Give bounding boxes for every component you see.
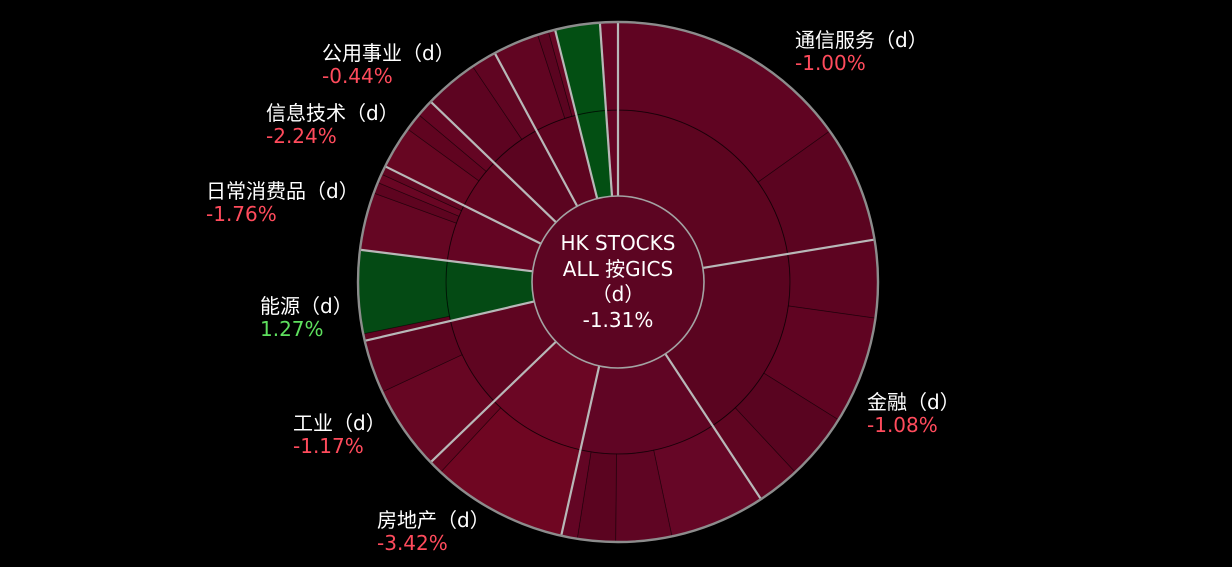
sector-divider-4 — [429, 340, 557, 464]
label-industrials-change: -1.17% — [293, 434, 364, 458]
label-communication-services-change: -1.00% — [795, 51, 866, 75]
sector-divider-1 — [702, 238, 875, 270]
label-real-estate-name: 房地产（d） — [377, 508, 490, 532]
center-title-line2: ALL 按GICS — [563, 257, 673, 281]
sector-divider-3 — [560, 365, 601, 536]
label-financials-name: 金融（d） — [867, 390, 960, 414]
sector-divider-8 — [429, 100, 557, 224]
sector-divider-11 — [598, 22, 614, 197]
label-real-estate-change: -3.42% — [377, 531, 448, 555]
sector-divider-2 — [664, 353, 762, 500]
label-consumer-staples-change: -1.76% — [206, 202, 277, 226]
label-information-technology-change: -2.24% — [266, 124, 337, 148]
sector-divider-6 — [359, 248, 533, 273]
label-energy-name: 能源（d） — [260, 294, 353, 318]
sector-labels: 通信服务（d） -1.00% 金融（d） -1.08% 房地产（d） -3.42… — [206, 28, 960, 555]
sector-slices — [357, 21, 879, 543]
sector-divider-7 — [384, 165, 542, 245]
label-utilities-change: -0.44% — [322, 64, 393, 88]
label-information-technology-name: 信息技术（d） — [266, 101, 399, 125]
sector-divider-5 — [364, 300, 535, 342]
sector-dividers — [359, 22, 875, 536]
sector-divider-9 — [493, 52, 579, 207]
center-circle[interactable] — [531, 195, 705, 369]
label-industrials-name: 工业（d） — [293, 411, 386, 435]
label-energy-change: 1.27% — [260, 317, 324, 341]
sector-divider-10 — [554, 29, 599, 199]
label-consumer-staples-name: 日常消费品（d） — [206, 179, 359, 203]
label-communication-services-name: 通信服务（d） — [795, 28, 928, 52]
label-utilities-name: 公用事业（d） — [322, 41, 455, 65]
label-financials-change: -1.08% — [867, 413, 938, 437]
chart-center[interactable]: HK STOCKS ALL 按GICS （d） -1.31% — [531, 195, 705, 369]
chart-outline — [356, 20, 880, 544]
center-change-value: -1.31% — [583, 308, 654, 332]
center-title-line1: HK STOCKS — [561, 231, 676, 255]
center-title-line3: （d） — [592, 282, 645, 306]
